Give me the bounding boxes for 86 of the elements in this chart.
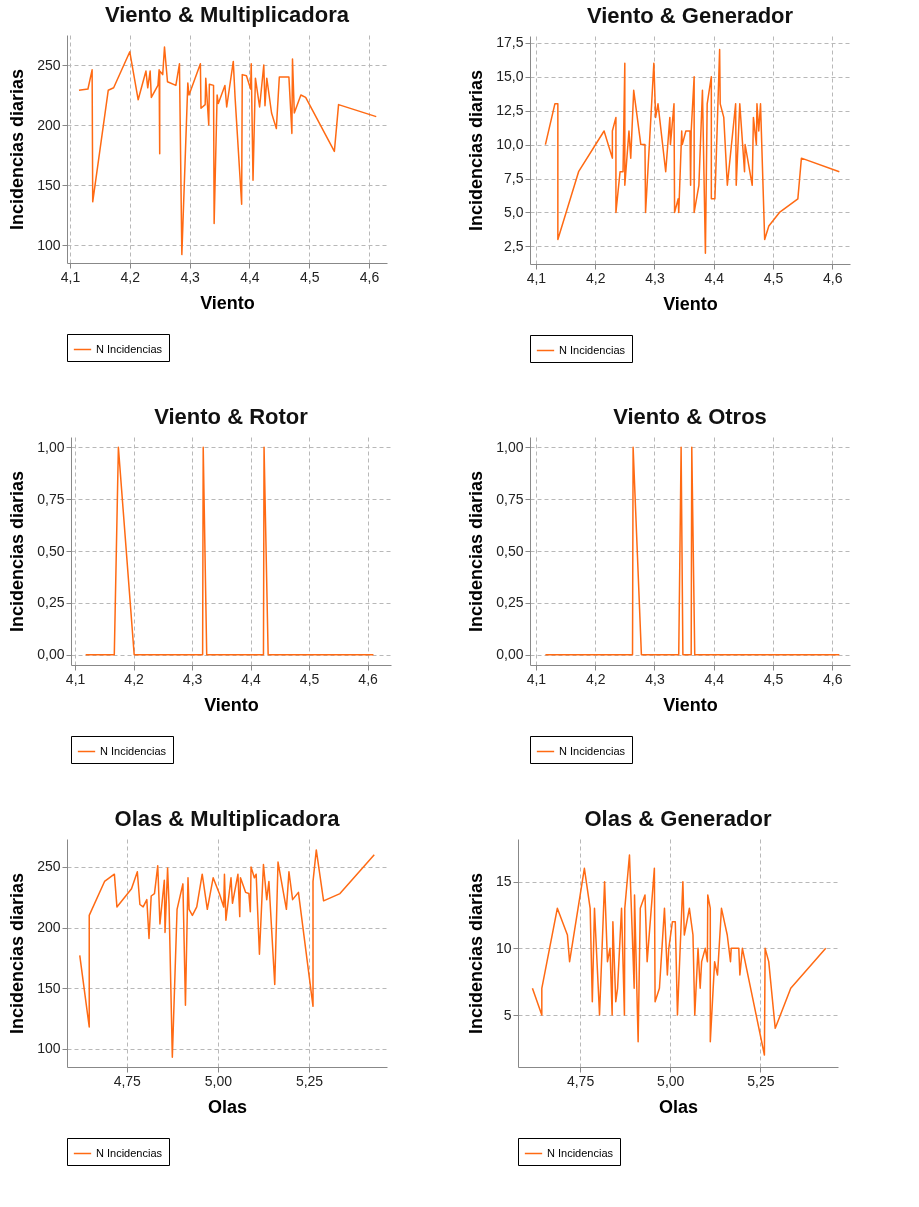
- y-tick-label: 250: [37, 56, 61, 73]
- y-tick-label: 150: [37, 176, 61, 193]
- x-tick-label: 5,00: [657, 1072, 685, 1089]
- y-tick-label: 0,50: [496, 542, 524, 559]
- chart-title: Viento & Rotor: [154, 404, 309, 429]
- x-tick-label: 4,3: [645, 269, 665, 286]
- chart-title: Olas & Generador: [584, 806, 772, 831]
- y-tick-label: 200: [37, 919, 61, 936]
- y-axis-title: Incidencias diarias: [7, 470, 28, 633]
- y-axis-title: Incidencias diarias: [465, 872, 486, 1035]
- chart-title: Viento & Generador: [586, 2, 794, 28]
- x-axis-title: Olas: [658, 1096, 699, 1117]
- y-tick-label: 15,0: [496, 68, 524, 85]
- x-axis-title: Viento: [204, 694, 259, 715]
- legend-label: N Incidencias: [96, 342, 163, 355]
- line-series: [544, 48, 841, 254]
- x-tick-label: 4,3: [180, 268, 201, 285]
- y-tick-label: 100: [37, 236, 61, 253]
- line-series: [531, 854, 827, 1056]
- chart-title: Olas & Multiplicadora: [114, 806, 341, 831]
- x-tick-label: 4,5: [300, 268, 320, 285]
- legend-label: N Incidencias: [96, 1146, 163, 1159]
- y-axis-title: Incidencias diarias: [466, 470, 487, 633]
- y-tick-label: 1,00: [37, 438, 65, 455]
- x-tick-label: 4,1: [526, 670, 547, 687]
- x-tick-label: 4,5: [763, 670, 784, 687]
- y-axis-title: Incidencias diarias: [7, 68, 28, 231]
- y-tick-label: 7,5: [504, 170, 524, 186]
- x-tick-label: 5,00: [204, 1072, 233, 1089]
- x-tick-label: 4,4: [704, 269, 725, 286]
- y-tick-label: 0,75: [496, 490, 524, 507]
- x-tick-label: 4,2: [120, 268, 141, 285]
- y-tick-label: 17,5: [496, 34, 524, 51]
- x-tick-label: 4,2: [585, 670, 606, 687]
- x-tick-label: 4,75: [566, 1072, 595, 1089]
- line-series: [78, 46, 377, 256]
- y-tick-label: 0,25: [37, 594, 65, 611]
- x-axis-title: Viento: [200, 292, 255, 313]
- x-tick-label: 4,3: [645, 670, 665, 687]
- y-axis-title: Incidencias diarias: [466, 69, 487, 232]
- legend-label: N Incidencias: [100, 744, 167, 757]
- y-tick-label: 5,0: [504, 203, 524, 220]
- x-tick-label: 4,1: [526, 269, 547, 286]
- chart-title: Viento & Multiplicadora: [104, 2, 350, 27]
- legend-label: N Incidencias: [559, 343, 626, 356]
- y-tick-label: 200: [37, 116, 61, 133]
- x-tick-label: 4,2: [124, 670, 145, 687]
- x-tick-label: 4,6: [822, 269, 843, 286]
- x-tick-label: 4,4: [704, 670, 725, 687]
- chart-title: Viento & Otros: [613, 404, 767, 429]
- y-tick-label: 150: [37, 979, 61, 996]
- legend-label: N Incidencias: [559, 744, 626, 757]
- line-series: [79, 849, 375, 1059]
- y-tick-label: 1,00: [496, 438, 524, 455]
- x-tick-label: 4,1: [65, 670, 86, 687]
- x-tick-label: 4,4: [241, 670, 262, 687]
- y-tick-label: 100: [37, 1040, 61, 1057]
- y-tick-label: 10,0: [496, 136, 524, 153]
- y-tick-label: 2,5: [504, 237, 524, 254]
- x-tick-label: 4,2: [585, 269, 606, 286]
- x-tick-label: 4,75: [113, 1072, 142, 1089]
- y-tick-label: 5: [503, 1006, 512, 1023]
- y-tick-label: 0,75: [37, 490, 65, 507]
- y-tick-label: 12,5: [496, 102, 524, 119]
- y-tick-label: 250: [37, 858, 61, 875]
- y-tick-label: 10: [495, 939, 512, 956]
- y-axis-title: Incidencias diarias: [7, 872, 28, 1035]
- x-tick-label: 4,4: [240, 268, 260, 285]
- y-tick-label: 0,00: [496, 646, 524, 663]
- x-tick-label: 4,6: [822, 670, 843, 687]
- x-tick-label: 4,6: [359, 268, 380, 285]
- x-tick-label: 4,5: [763, 269, 784, 286]
- x-tick-label: 4,1: [60, 268, 81, 285]
- x-tick-label: 4,3: [182, 670, 203, 687]
- y-tick-label: 0,00: [37, 646, 65, 663]
- legend-label: N Incidencias: [547, 1146, 614, 1159]
- x-axis-title: Viento: [663, 293, 718, 314]
- x-tick-label: 5,25: [747, 1072, 775, 1089]
- y-tick-label: 0,25: [496, 594, 524, 611]
- y-tick-label: 15: [495, 873, 512, 890]
- y-tick-label: 0,50: [37, 542, 65, 559]
- x-tick-label: 4,5: [299, 670, 320, 687]
- x-tick-label: 4,6: [358, 670, 379, 687]
- x-axis-title: Viento: [663, 694, 718, 715]
- x-axis-title: Olas: [207, 1096, 248, 1117]
- x-tick-label: 5,25: [295, 1072, 324, 1089]
